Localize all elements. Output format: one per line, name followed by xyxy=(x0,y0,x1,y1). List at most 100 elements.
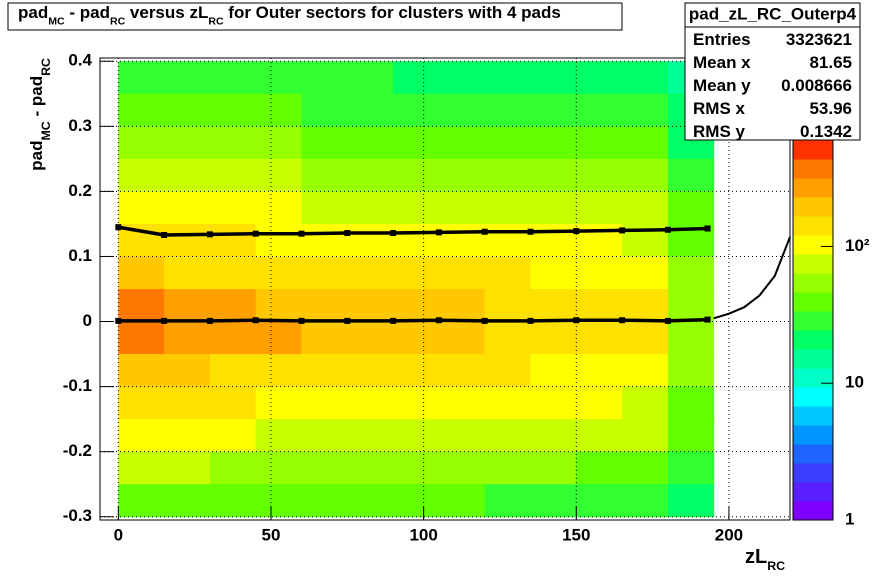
x-tick-label: 100 xyxy=(409,525,437,544)
heatmap-cell xyxy=(438,451,486,485)
heatmap-cell xyxy=(347,61,394,95)
heatmap-cell xyxy=(622,289,669,323)
heatmap-cell xyxy=(576,93,623,127)
heatmap-cell xyxy=(301,419,348,453)
heatmap-cell xyxy=(530,256,577,290)
x-tick-label: 50 xyxy=(262,525,281,544)
heatmap-cell xyxy=(622,484,669,518)
heatmap-cell xyxy=(484,484,531,518)
heatmap-cell xyxy=(484,256,531,290)
heatmap-cell xyxy=(530,419,577,453)
heatmap-cell xyxy=(667,256,715,290)
heatmap-cell xyxy=(301,354,348,388)
heatmap-cell xyxy=(667,451,715,485)
heatmap-cell xyxy=(622,321,669,355)
heatmap-cell xyxy=(347,191,394,225)
heatmap-cell xyxy=(484,419,531,453)
chart-title-sub: MC xyxy=(48,15,65,27)
heatmap-cell xyxy=(393,223,440,257)
heatmap-cell xyxy=(667,484,715,518)
chart-title-part: pad xyxy=(18,3,48,22)
profile-point xyxy=(527,317,534,324)
heatmap-cell xyxy=(667,289,715,323)
heatmap-cell xyxy=(118,93,165,127)
heatmap-cell xyxy=(393,386,440,420)
heatmap-cell xyxy=(209,191,257,225)
heatmap-cell xyxy=(530,354,577,388)
heatmap-cell xyxy=(118,289,165,323)
heatmap-cell xyxy=(347,354,394,388)
heatmap-cell xyxy=(118,354,165,388)
color-bar-cell xyxy=(793,140,833,160)
profile-point xyxy=(704,316,711,323)
plot-frame xyxy=(99,57,791,521)
heatmap-cell xyxy=(393,451,440,485)
y-axis-label-part: - pad xyxy=(27,76,46,121)
heatmap-cell xyxy=(576,158,623,192)
heatmap-cell xyxy=(438,256,486,290)
heatmap-cell xyxy=(484,191,531,225)
heatmap-cell xyxy=(484,386,531,420)
heatmap-cell xyxy=(393,158,440,192)
heatmap-cell xyxy=(347,386,394,420)
color-bar-cell xyxy=(793,425,833,445)
heatmap-cell xyxy=(255,158,303,192)
heatmap-cell xyxy=(347,126,394,160)
heatmap-cell xyxy=(164,289,211,323)
heatmap-cell xyxy=(347,93,394,127)
heatmap-cell xyxy=(438,158,486,192)
heatmap-cell xyxy=(347,256,394,290)
heatmap-cell xyxy=(164,191,211,225)
heatmap-cell xyxy=(118,386,165,420)
heatmap-cell xyxy=(209,419,257,453)
stats-value: 0.008666 xyxy=(781,76,852,95)
color-bar-cell xyxy=(793,216,833,236)
heatmap-cell xyxy=(164,223,211,257)
heatmap-cell xyxy=(209,126,257,160)
heatmap-cell xyxy=(347,419,394,453)
heatmap-cell xyxy=(255,354,303,388)
heatmap-cell xyxy=(438,321,486,355)
heatmap-cell xyxy=(164,451,211,485)
heatmap-cell xyxy=(301,289,348,323)
heatmap-cell xyxy=(438,419,486,453)
x-tick-label: 0 xyxy=(114,525,123,544)
profile-point xyxy=(704,225,711,232)
heatmap-cell xyxy=(622,451,669,485)
heatmap-cell xyxy=(118,256,165,290)
heatmap-cell xyxy=(438,386,486,420)
heatmap-cell xyxy=(576,191,623,225)
profile-point xyxy=(206,317,213,324)
heatmap-cell xyxy=(209,321,257,355)
color-bar-cell xyxy=(793,387,833,407)
heatmap-cell xyxy=(438,223,486,257)
heatmap-cell xyxy=(301,256,348,290)
color-bar-cell xyxy=(793,482,833,502)
heatmap-cell xyxy=(393,484,440,518)
heatmap-cell xyxy=(393,321,440,355)
heatmap-cell xyxy=(393,126,440,160)
x-axis-label-part: zL xyxy=(745,546,767,568)
heatmap-cell xyxy=(438,289,486,323)
heatmap-cell xyxy=(576,386,623,420)
color-bar-cell xyxy=(793,159,833,179)
heatmap-cell xyxy=(530,484,577,518)
profile-line xyxy=(713,236,791,320)
z-tick-label: 10² xyxy=(845,236,870,255)
profile-point xyxy=(344,230,351,237)
heatmap-cell xyxy=(530,93,577,127)
heatmap-cell xyxy=(164,321,211,355)
heatmap-cell xyxy=(530,61,577,95)
heatmap-cell xyxy=(209,223,257,257)
profile-point xyxy=(298,230,305,237)
title-box xyxy=(7,2,623,31)
heatmap-cell xyxy=(667,354,715,388)
profile-point xyxy=(573,228,580,235)
heatmap-cell xyxy=(164,126,211,160)
heatmap-cell xyxy=(667,419,715,453)
color-bar-cell xyxy=(793,501,833,521)
heatmap-cell xyxy=(301,386,348,420)
stats-value: 81.65 xyxy=(809,53,852,72)
heatmap-cell xyxy=(347,484,394,518)
